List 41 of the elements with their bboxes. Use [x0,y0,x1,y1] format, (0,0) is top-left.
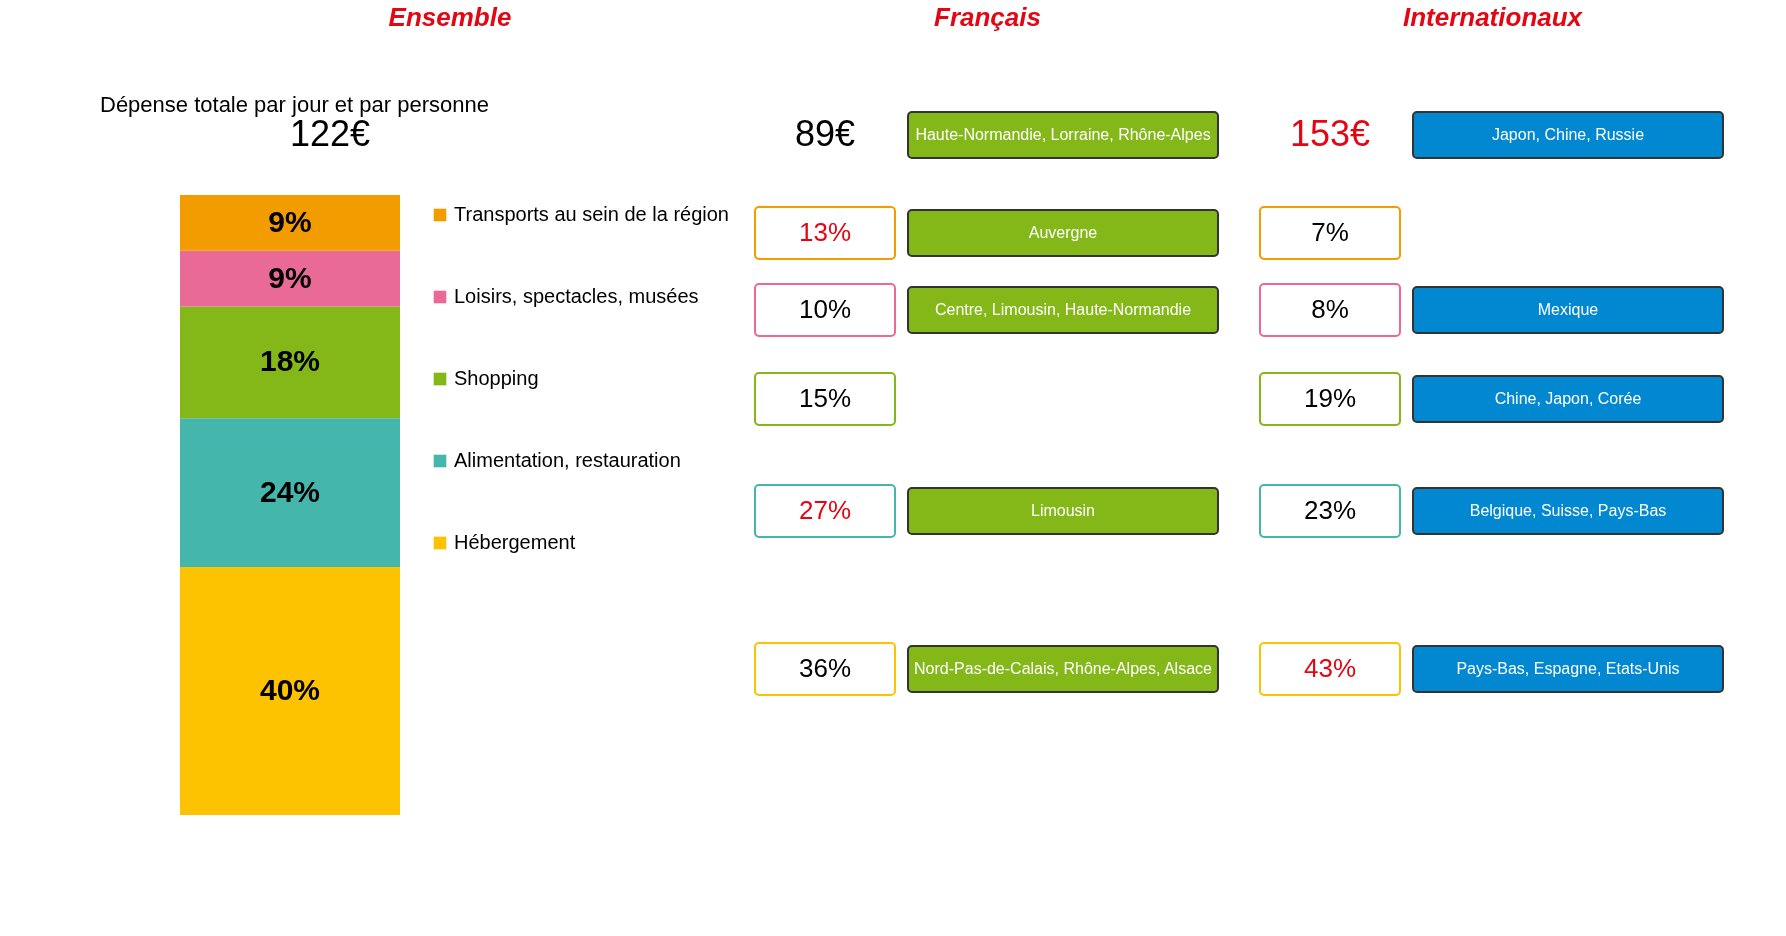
text: 8% [1311,294,1349,324]
text: 43% [1303,653,1357,683]
data-label: 40% [259,673,321,706]
text: 36% [798,653,852,683]
text: Belgique, Suisse, Pays-Bas [1469,502,1667,519]
legend-label: Alimentation, restauration [454,449,681,471]
text: Internationaux [1402,2,1584,32]
text: 15% [798,383,852,413]
legend-label: Hébergement [454,531,576,553]
text: 23% [1303,495,1357,525]
data-label: 9% [268,260,312,294]
text: Limousin [1030,502,1096,519]
text: Haute-Normandie, Lorraine, Rhône-Alpes [915,126,1211,143]
text: Auvergne [1028,224,1098,241]
legend-label: Shopping [454,367,539,389]
text: Centre, Limousin, Haute-Normandie [934,301,1192,318]
legend-label: Loisirs, spectacles, musées [454,285,699,307]
text: Mexique [1537,301,1599,318]
text: 27% [798,495,852,525]
text: Pays-Bas, Espagne, Etats-Unis [1456,660,1680,677]
data-label: 18% [259,344,321,378]
text: 19% [1303,383,1357,413]
text: 89€ [794,113,856,154]
bar [180,195,400,251]
text: 153€ [1289,113,1371,154]
text: Dépense totale par jour et par personne [100,92,489,117]
data-label: 24% [259,474,321,508]
text: 13% [798,217,852,247]
bar [180,306,400,419]
text: Nord-Pas-de-Calais, Rhône-Alpes, Alsace [914,660,1213,677]
chart-title: Ensemble [388,2,512,32]
bar [180,250,400,307]
bar [180,567,400,815]
data-label: 9% [268,204,312,238]
text: Japon, Chine, Russie [1491,126,1645,143]
text: Français [934,2,1041,32]
text: 7% [1311,217,1349,247]
legend-label: Transports au sein de la région [454,203,729,225]
text: Chine, Japon, Corée [1494,390,1642,407]
text: 10% [798,294,852,324]
bar [180,418,400,567]
